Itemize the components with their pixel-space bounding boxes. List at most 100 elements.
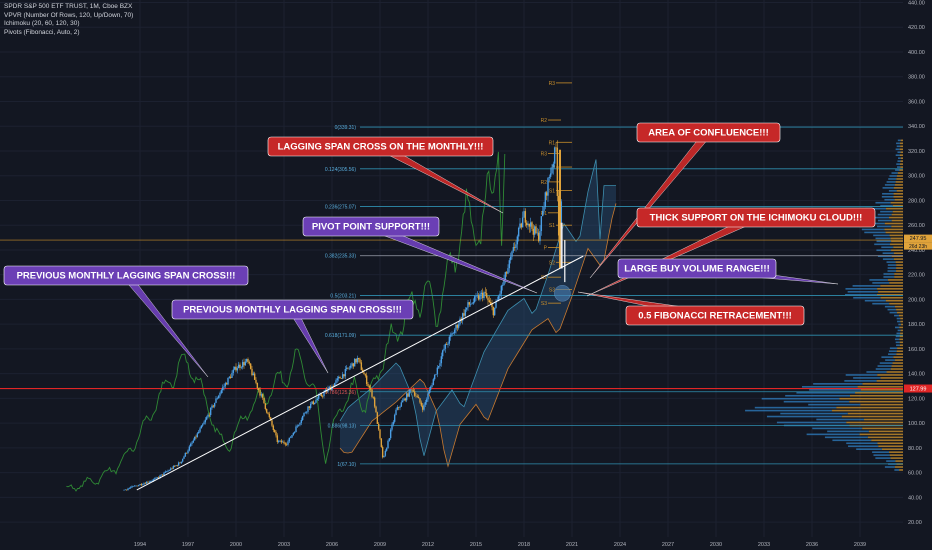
candle-body — [499, 293, 501, 297]
volume-bar-up — [866, 371, 887, 373]
volume-bar-down — [894, 466, 903, 468]
volume-bar-down — [831, 409, 903, 412]
callout-box — [267, 136, 494, 157]
candle-body — [381, 446, 384, 458]
candle-body — [256, 382, 259, 388]
candle-body — [505, 272, 508, 274]
volume-bar-down — [862, 427, 903, 430]
candle-body — [424, 402, 427, 405]
candle-body — [315, 400, 317, 403]
price-tick-label: 60.00 — [908, 471, 922, 477]
volume-bar-up — [865, 207, 887, 210]
time-tick-label: 2021 — [566, 542, 578, 548]
candle-body — [492, 307, 495, 316]
time-tick-label: 2024 — [614, 542, 626, 548]
volume-bar-up — [871, 216, 890, 219]
candle-body — [161, 474, 164, 476]
candle-body — [445, 344, 448, 345]
fib-label: 0.382(235.33) — [325, 254, 356, 260]
candle-body — [136, 485, 139, 487]
candle-body — [428, 389, 431, 394]
candle-body — [220, 390, 223, 393]
pivot-label: P — [544, 245, 548, 251]
candle-body — [503, 279, 505, 285]
volume-bar-up — [877, 365, 892, 367]
ichimoku-indicator-label[interactable]: Ichimoku (20, 60, 120, 30) — [4, 20, 80, 28]
volume-bar-up — [824, 436, 868, 439]
vpvr-indicator-label[interactable]: VPVR (Number Of Rows, 120, Up/Down, 70) — [4, 11, 134, 19]
candle-body — [487, 297, 489, 301]
candle-body — [477, 295, 480, 300]
candle-body — [384, 450, 387, 456]
volume-bar-up — [754, 406, 837, 409]
candle-body — [480, 292, 483, 295]
candle-body — [523, 211, 525, 218]
volume-bar-down — [880, 285, 903, 287]
volume-bar-up — [887, 308, 897, 311]
callout-box — [625, 305, 805, 326]
candle-body — [205, 417, 208, 420]
candle-body — [461, 313, 464, 321]
candle-body — [557, 195, 560, 236]
volume-bar-up — [886, 261, 896, 263]
candle-body — [357, 357, 360, 360]
candle-body — [199, 428, 201, 432]
pivots-indicator-label[interactable]: Pivots (Fibonacci, Auto, 2) — [4, 28, 80, 36]
volume-bar-down — [891, 219, 903, 222]
candle-body — [551, 167, 553, 174]
volume-bar-down — [894, 184, 903, 186]
price-tick-label: 240.00 — [908, 248, 925, 254]
candle-body — [451, 333, 453, 335]
volume-bar-up — [872, 451, 890, 453]
candle-body — [465, 307, 468, 310]
candle-body — [137, 485, 140, 487]
fib-label: 0.236(275.07) — [325, 205, 356, 211]
candle-body — [471, 303, 473, 305]
support-trendline — [136, 255, 584, 491]
candle-body — [171, 468, 173, 470]
candle-body — [449, 334, 452, 337]
volume-bar-up — [894, 338, 900, 341]
volume-bar-up — [884, 466, 895, 468]
candle-body — [160, 474, 163, 476]
candle-body — [287, 441, 289, 445]
candle-body — [408, 389, 411, 397]
pivot-label: S2 — [541, 275, 547, 281]
candle-body — [201, 424, 204, 426]
candle-body — [139, 484, 141, 486]
volume-bar-up — [875, 457, 891, 459]
candle-body — [356, 357, 359, 363]
cloud-span-b — [339, 203, 617, 468]
volume-bar-up — [874, 243, 891, 246]
volume-bar-up — [885, 359, 895, 361]
candle-body — [380, 438, 383, 447]
volume-bar-down — [900, 323, 903, 326]
volume-bar-down — [889, 282, 903, 284]
volume-bar-up — [896, 332, 901, 335]
lagging-span-line — [66, 151, 506, 492]
volume-bar-up — [882, 252, 894, 255]
volume-bar-down — [891, 365, 903, 367]
price-tick-label: 280.00 — [908, 198, 925, 204]
pivot-label: R2 — [541, 118, 548, 124]
volume-bar-down — [886, 207, 903, 210]
candle-body — [317, 395, 320, 399]
volume-bar-up — [897, 160, 901, 162]
candle-body — [259, 390, 261, 396]
volume-bar-up — [897, 329, 901, 332]
candle-body — [239, 364, 241, 368]
volume-bar-down — [860, 389, 903, 391]
volume-bar-down — [889, 234, 903, 237]
symbol-title[interactable]: SPDR S&P 500 ETF TRUST, 1M, Cboe BZX — [4, 3, 133, 10]
volume-bar-down — [880, 296, 903, 299]
candle-body — [509, 256, 512, 261]
volume-bar-down — [846, 421, 903, 424]
candle-body — [176, 465, 179, 466]
candle-body — [379, 429, 381, 439]
candle-body — [413, 391, 416, 396]
price-axis-bg — [903, 0, 932, 550]
candle-body — [257, 387, 260, 391]
candle-body — [536, 232, 539, 234]
volume-bar-up — [896, 317, 901, 320]
